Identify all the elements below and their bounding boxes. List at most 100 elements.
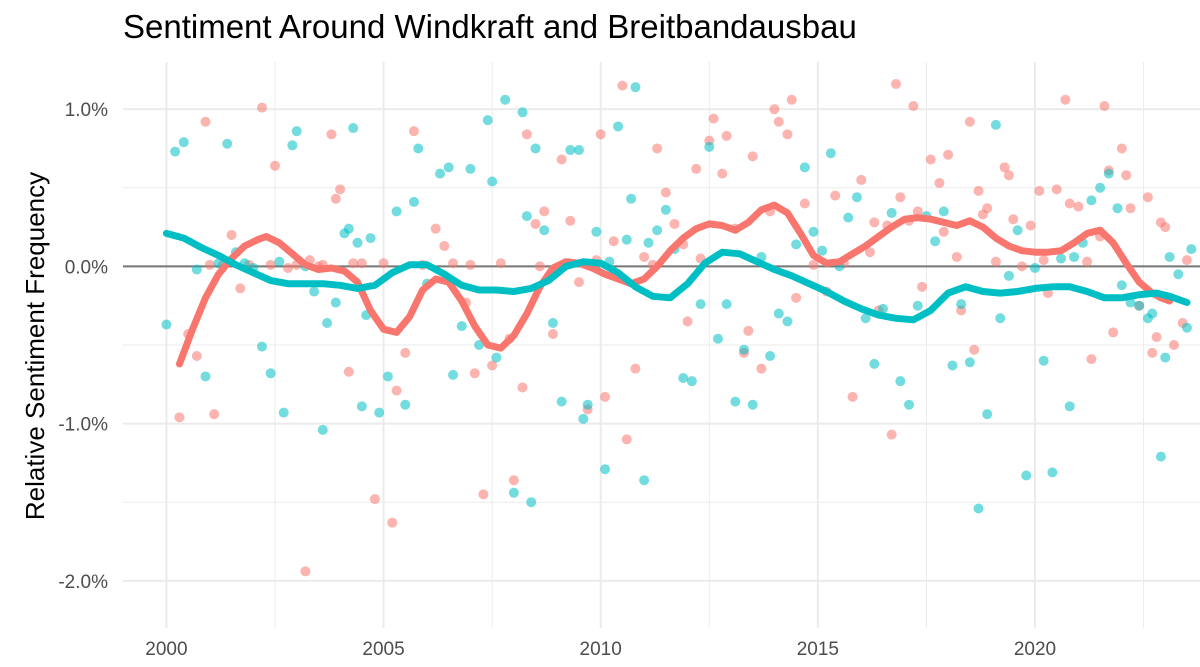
data-point-series-1	[895, 192, 906, 203]
data-point-series-2	[278, 407, 289, 418]
data-point-series-1	[408, 126, 419, 137]
data-point-series-1	[1051, 184, 1062, 195]
data-point-series-1	[1086, 354, 1097, 365]
data-point-series-2	[869, 358, 880, 369]
data-point-series-1	[521, 129, 532, 140]
data-point-series-1	[1064, 198, 1075, 209]
data-point-series-2	[730, 396, 741, 407]
data-point-series-2	[895, 376, 906, 387]
data-point-series-1	[917, 281, 928, 292]
y-axis-ticks: -2.0% -1.0% 0.0% 1.0%	[58, 100, 108, 593]
data-point-series-2	[309, 286, 320, 297]
data-point-series-1	[378, 258, 389, 269]
data-point-series-1	[1038, 255, 1049, 266]
data-point-series-2	[765, 351, 776, 362]
data-point-series-1	[556, 154, 567, 165]
x-axis-ticks: 2000 2005 2010 2015 2020	[145, 639, 1056, 660]
data-point-series-2	[382, 371, 393, 382]
y-tick-label: 1.0%	[65, 100, 108, 121]
data-point-series-2	[739, 344, 750, 355]
data-point-series-2	[1069, 251, 1080, 262]
data-point-series-1	[191, 351, 202, 362]
data-point-series-1	[1034, 185, 1045, 196]
data-point-series-2	[200, 371, 211, 382]
x-tick-label: 2010	[580, 639, 622, 660]
data-point-series-1	[1142, 192, 1153, 203]
data-point-series-1	[1082, 256, 1093, 267]
data-point-series-2	[1047, 467, 1058, 478]
data-point-series-2	[291, 126, 302, 137]
data-point-series-1	[478, 489, 489, 500]
data-point-series-1	[174, 412, 185, 423]
data-point-series-1	[595, 129, 606, 140]
data-point-series-1	[999, 162, 1010, 173]
data-point-series-1	[1125, 203, 1136, 214]
data-point-series-2	[1147, 308, 1158, 319]
data-point-series-1	[756, 363, 767, 374]
data-point-series-1	[369, 494, 380, 505]
data-point-series-1	[391, 385, 402, 396]
data-point-series-1	[660, 187, 671, 198]
data-point-series-2	[1160, 352, 1171, 363]
data-point-series-1	[495, 258, 506, 269]
data-point-series-1	[269, 160, 280, 171]
data-point-series-1	[799, 198, 810, 209]
data-point-series-1	[717, 168, 728, 179]
data-point-series-2	[1086, 195, 1097, 206]
data-point-series-1	[448, 258, 459, 269]
y-axis-title: Relative Sentiment Frequency	[20, 172, 50, 520]
data-point-series-1	[925, 154, 936, 165]
data-point-series-2	[578, 413, 589, 424]
data-point-series-2	[482, 115, 493, 126]
data-point-series-1	[547, 328, 558, 339]
data-point-series-1	[1008, 214, 1019, 225]
data-point-series-2	[322, 317, 333, 328]
data-point-series-2	[456, 321, 467, 332]
data-point-series-1	[1160, 222, 1171, 233]
data-point-series-2	[1029, 262, 1040, 273]
data-point-series-2	[990, 119, 1001, 130]
data-point-series-1	[430, 223, 441, 234]
data-point-series-2	[817, 245, 828, 256]
data-point-series-2	[904, 399, 915, 410]
data-point-series-2	[1056, 253, 1067, 264]
data-point-series-2	[1003, 270, 1014, 281]
data-point-series-2	[178, 137, 189, 148]
data-point-series-1	[226, 229, 237, 240]
data-point-series-2	[1012, 225, 1023, 236]
data-point-series-1	[508, 475, 519, 486]
smooth-line-series-2	[162, 229, 1191, 324]
data-point-series-1	[617, 80, 628, 91]
data-point-series-1	[808, 259, 819, 270]
data-point-series-1	[943, 149, 954, 160]
data-point-series-2	[465, 163, 476, 174]
data-point-series-2	[721, 299, 732, 310]
data-point-series-1	[343, 366, 354, 377]
data-point-series-1	[791, 292, 802, 303]
data-point-series-1	[912, 206, 923, 217]
data-point-series-2	[613, 121, 624, 132]
data-point-series-1	[830, 190, 841, 201]
data-point-series-2	[356, 401, 367, 412]
data-point-series-1	[908, 101, 919, 112]
data-point-series-2	[517, 107, 528, 118]
data-point-series-2	[365, 233, 376, 244]
data-point-series-2	[678, 373, 689, 384]
data-point-series-2	[448, 369, 459, 380]
data-point-series-1	[990, 256, 1001, 267]
data-point-series-2	[843, 212, 854, 223]
data-point-series-1	[565, 215, 576, 226]
data-point-series-2	[747, 399, 758, 410]
data-point-series-1	[691, 163, 702, 174]
data-point-series-2	[1021, 470, 1032, 481]
data-point-series-2	[799, 162, 810, 173]
data-point-series-2	[591, 226, 602, 237]
data-point-series-2	[1103, 168, 1114, 179]
data-point-series-1	[934, 178, 945, 189]
data-point-series-2	[860, 313, 871, 324]
data-point-series-2	[317, 424, 328, 435]
data-point-series-1	[330, 193, 341, 204]
data-point-series-2	[1116, 280, 1127, 291]
data-point-series-1	[747, 151, 758, 162]
data-point-series-2	[660, 204, 671, 215]
